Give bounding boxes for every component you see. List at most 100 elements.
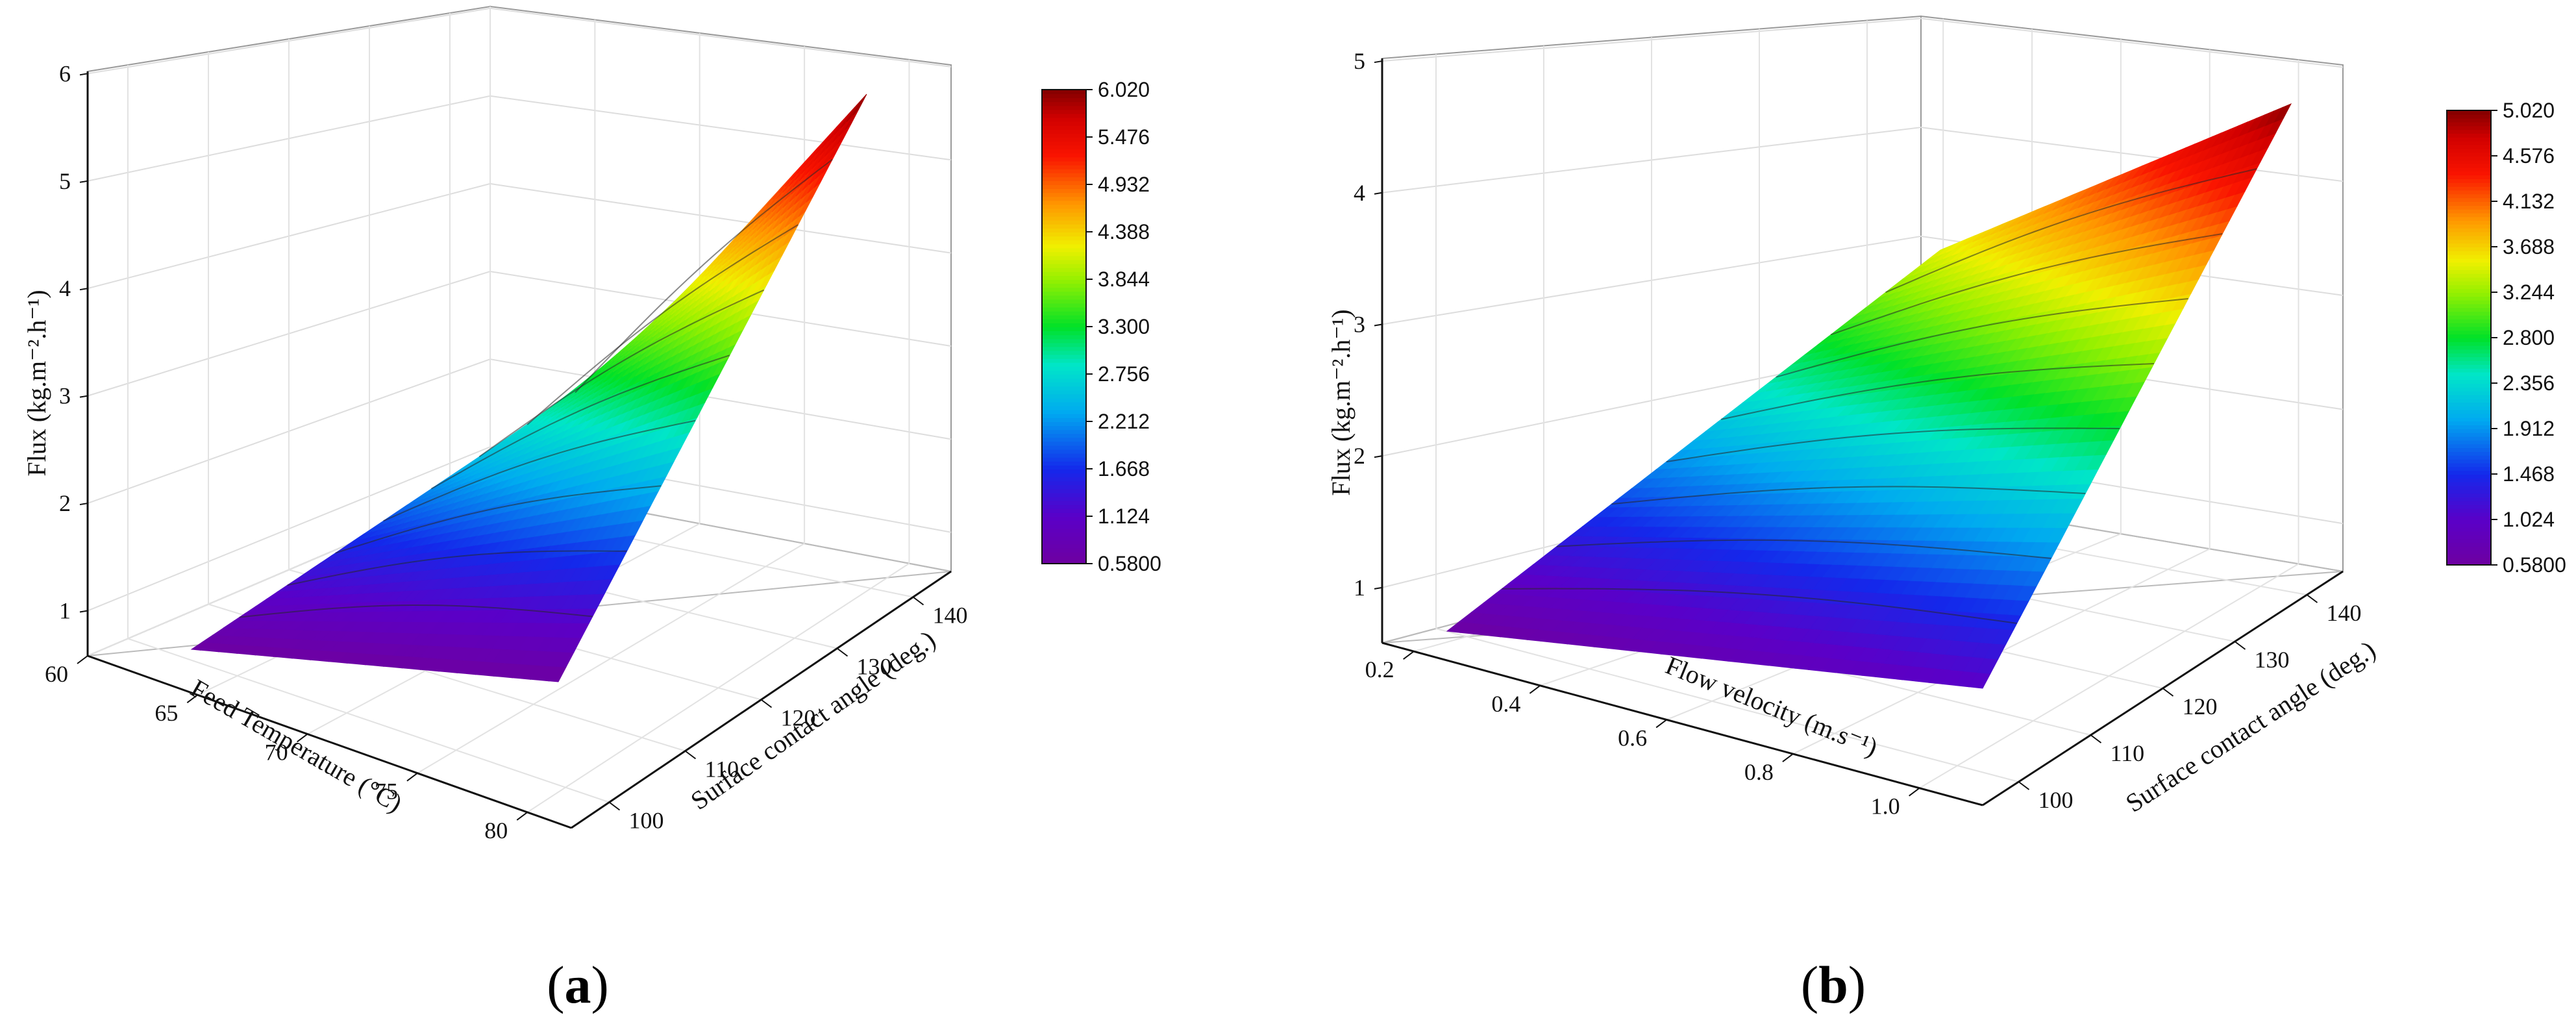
y-tick-label: 120 (2183, 693, 2218, 719)
x-tick-label: 80 (484, 818, 508, 843)
x-tick (77, 655, 88, 664)
colorbar-band (1042, 299, 1086, 304)
colorbar-band (1042, 113, 1086, 118)
colorbar-band (1042, 421, 1086, 427)
y-tick-label: 120 (781, 705, 816, 731)
colorbar-band (1042, 516, 1086, 521)
colorbar-band (2447, 133, 2491, 138)
contour-line (1556, 539, 2051, 559)
y-axis-label: Surface contact angle (deg.) (2120, 635, 2381, 818)
colorbar-band (1042, 180, 1086, 185)
x-tick (186, 694, 198, 704)
colorbar-band (2447, 466, 2491, 471)
colorbar-band (2447, 231, 2491, 236)
surface (190, 94, 867, 682)
colorbar-band (2447, 531, 2491, 536)
colorbar-band (1042, 386, 1086, 391)
contour-line (287, 550, 627, 586)
y-tick-label: 100 (2038, 787, 2074, 813)
contour-line (430, 355, 730, 490)
colorbar-band (2447, 497, 2491, 501)
colorbar-band (2447, 455, 2491, 460)
colorbar-band (1042, 279, 1086, 284)
colorbar-band (1042, 488, 1086, 493)
colorbar-band (1042, 267, 1086, 272)
colorbar-band (1042, 492, 1086, 497)
colorbar-band (1042, 532, 1086, 537)
colorbar-band (2447, 545, 2491, 551)
colorbar-tick-label: 4.576 (2503, 144, 2555, 168)
colorbar-band (1042, 500, 1086, 505)
y-tick (760, 699, 773, 708)
colorbar-band (2447, 273, 2491, 278)
colorbar-band (1042, 244, 1086, 249)
colorbar-band (2447, 349, 2491, 354)
colorbar-tick-label: 5.476 (1098, 125, 1150, 149)
z-tick (79, 610, 88, 613)
colorbar-band (2447, 516, 2491, 520)
colorbar-band (1042, 303, 1086, 308)
colorbar-band (1042, 520, 1086, 525)
colorbar-band (1042, 382, 1086, 387)
colorbar-band (2447, 118, 2491, 123)
colorbar-tick-label: 1.468 (2503, 462, 2555, 486)
colorbar-band (1042, 160, 1086, 166)
colorbar-tick-label: 4.932 (1098, 173, 1150, 196)
z-tick (1374, 60, 1383, 64)
chart-panel-a: 1 2 3 4 5 6 60 65 70 75 80 100 110 120 130 140 Flux (kg.… (22, 5, 1161, 1014)
colorbar-band (1042, 117, 1086, 122)
colorbar-band (1042, 453, 1086, 458)
colorbar-band (1042, 409, 1086, 414)
colorbar-band (2447, 338, 2491, 342)
colorbar-band (1042, 429, 1086, 434)
colorbar-band (2447, 451, 2491, 456)
surface-patch (2273, 103, 2292, 123)
colorbar-tick-label: 2.800 (2503, 326, 2555, 349)
y-tick (2090, 734, 2102, 743)
colorbar-band (2447, 493, 2491, 497)
y-tick (836, 647, 848, 657)
z-tick-label: 1 (59, 598, 71, 624)
contour-line (478, 289, 765, 458)
colorbar-band (1042, 555, 1086, 560)
colorbar-band (2447, 489, 2491, 494)
colorbar: 5.020 4.576 4.132 3.688 3.244 2.800 2.356 1.912… (2446, 99, 2566, 577)
colorbar-band (2447, 538, 2491, 543)
panel-label-b: (b) (1800, 955, 1866, 1014)
colorbar-band (1042, 90, 1086, 95)
colorbar-band (2447, 440, 2491, 445)
colorbar-band (1042, 524, 1086, 529)
colorbar-band (2447, 330, 2491, 335)
colorbar-band (2447, 144, 2491, 149)
z-tick-label: 5 (59, 168, 71, 194)
colorbar-band (1042, 460, 1086, 466)
colorbar-band (2447, 125, 2491, 131)
colorbar-band (1042, 132, 1086, 138)
colorbar-tick-label: 1.124 (1098, 505, 1150, 528)
x-tick (406, 772, 418, 782)
colorbar-band (2447, 474, 2491, 479)
contour-line (1885, 168, 2257, 293)
z-tick (1374, 586, 1383, 590)
colorbar-band (1042, 149, 1086, 154)
colorbar-band (1042, 484, 1086, 490)
colorbar-band (2447, 413, 2491, 418)
contour-line (335, 485, 662, 554)
colorbar-band (1042, 327, 1086, 332)
colorbar-band (1042, 378, 1086, 383)
x-tick-label: 0.8 (1744, 759, 1774, 785)
colorbar-band (2447, 458, 2491, 464)
colorbar-band (2447, 326, 2491, 331)
colorbar-band (1042, 346, 1086, 351)
colorbar-band (2447, 243, 2491, 247)
colorbar-band (1042, 121, 1086, 126)
colorbar-band (2447, 500, 2491, 505)
y-axis-label: Surface contact angle (deg.) (686, 625, 941, 816)
colorbar-band (2447, 295, 2491, 301)
colorbar-band (2447, 307, 2491, 312)
colorbar-band (2447, 402, 2491, 406)
contour-line (526, 224, 799, 425)
colorbar-band (1042, 208, 1086, 213)
colorbar-band (1042, 94, 1086, 99)
colorbar-band (2447, 334, 2491, 338)
